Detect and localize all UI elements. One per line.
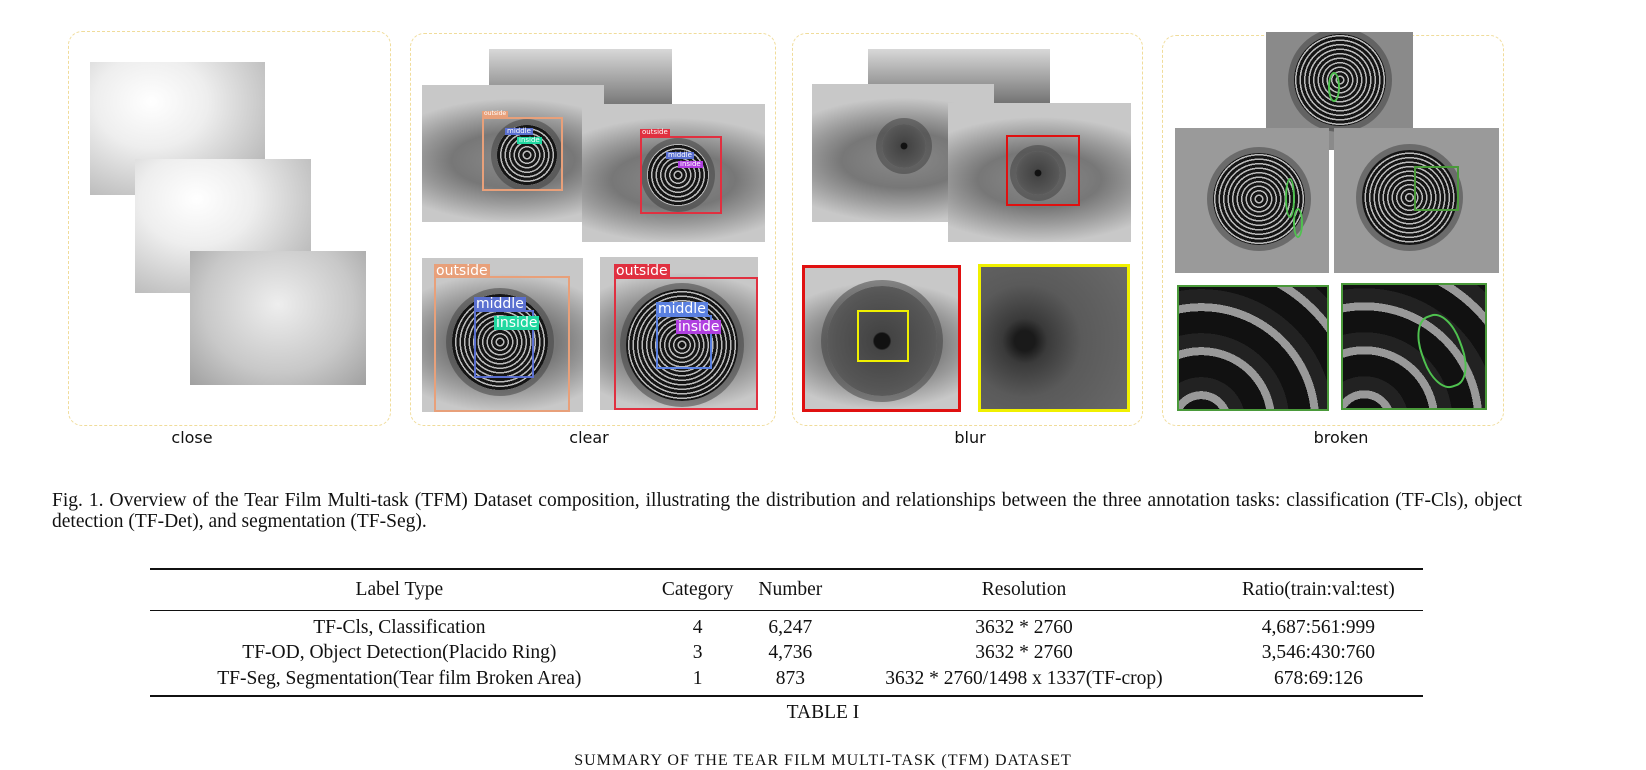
middle-tag: middle: [656, 301, 708, 317]
outside-tag: outside: [434, 263, 490, 279]
cell: 4: [692, 617, 703, 639]
inside-tag: inside: [517, 136, 542, 144]
outside-tag: outside: [482, 110, 509, 117]
panel-label-close: close: [171, 428, 213, 447]
table-label: TABLE I: [786, 702, 860, 723]
clear-image: outside middle inside: [582, 104, 765, 242]
blur-image: [948, 103, 1131, 242]
close-image: [190, 251, 366, 385]
figure-caption: Fig. 1. Overview of the Tear Film Multi-…: [52, 490, 1522, 532]
cell: TF-Cls, Classification: [313, 617, 486, 639]
outside-tag: outside: [614, 263, 670, 279]
panel-blur: [792, 33, 1143, 426]
cell: TF-OD, Object Detection(Placido Ring): [242, 642, 557, 663]
broken-image-crop: [1177, 285, 1329, 411]
dataset-table: Label Type Category Number Resolution Ra…: [150, 568, 1423, 697]
panel-close: [68, 31, 391, 426]
cell: 4,687:561:999: [1261, 617, 1376, 639]
header-ratio: Ratio(train:val:test): [1213, 568, 1423, 611]
clear-image: outside middle inside: [422, 85, 604, 222]
panel-clear: [410, 33, 776, 426]
cell: 873: [746, 666, 835, 697]
header-resolution: Resolution: [834, 568, 1214, 611]
blur-image-zoom: [978, 264, 1130, 412]
cell: 678:69:126: [1213, 666, 1423, 697]
table-title: SUMMARY OF THE TEAR FILM MULTI-TASK (TFM…: [574, 752, 1072, 769]
cell: 3: [692, 642, 703, 663]
broken-image: [1334, 128, 1499, 273]
inside-tag: inside: [676, 319, 722, 335]
clear-image-crop: outside middle inside: [600, 257, 758, 410]
middle-tag: middle: [505, 127, 533, 135]
table-row: TF-Cls, Classification 4 6,247 3632 * 2760 4…: [150, 610, 1423, 640]
broken-image-seg: [1341, 283, 1487, 410]
outside-tag: outside: [640, 128, 670, 136]
cell: 6,247: [768, 617, 813, 639]
blur-image-crop: [802, 265, 961, 412]
cell: 3632 * 2760: [975, 617, 1073, 639]
cell: 3,546:430:760: [1261, 642, 1376, 663]
cell: 3632 * 2760: [975, 642, 1073, 663]
clear-image-crop: outside middle inside: [422, 258, 583, 412]
table-row: TF-OD, Object Detection(Placido Ring) 3 4,…: [150, 640, 1423, 666]
middle-tag: middle: [666, 151, 694, 159]
inside-tag: inside: [494, 315, 540, 331]
cell: 4,736: [768, 642, 813, 663]
cell: 1: [648, 666, 747, 697]
inside-tag: inside: [678, 160, 703, 168]
header-category: Category: [648, 568, 747, 611]
cell: 3632 * 2760/1498 x 1337(TF-crop): [834, 666, 1214, 697]
middle-tag: middle: [474, 296, 526, 312]
cell: TF-Seg, Segmentation(Tear film Broken Ar…: [150, 666, 649, 697]
panel-label-broken: broken: [1313, 428, 1369, 447]
panel-label-blur: blur: [954, 428, 986, 447]
table-row: TF-Seg, Segmentation(Tear film Broken Ar…: [150, 666, 1423, 697]
header-label-type: Label Type: [150, 568, 649, 611]
header-number: Number: [746, 568, 835, 611]
broken-image: [1175, 128, 1329, 273]
panel-label-clear: clear: [569, 428, 609, 447]
